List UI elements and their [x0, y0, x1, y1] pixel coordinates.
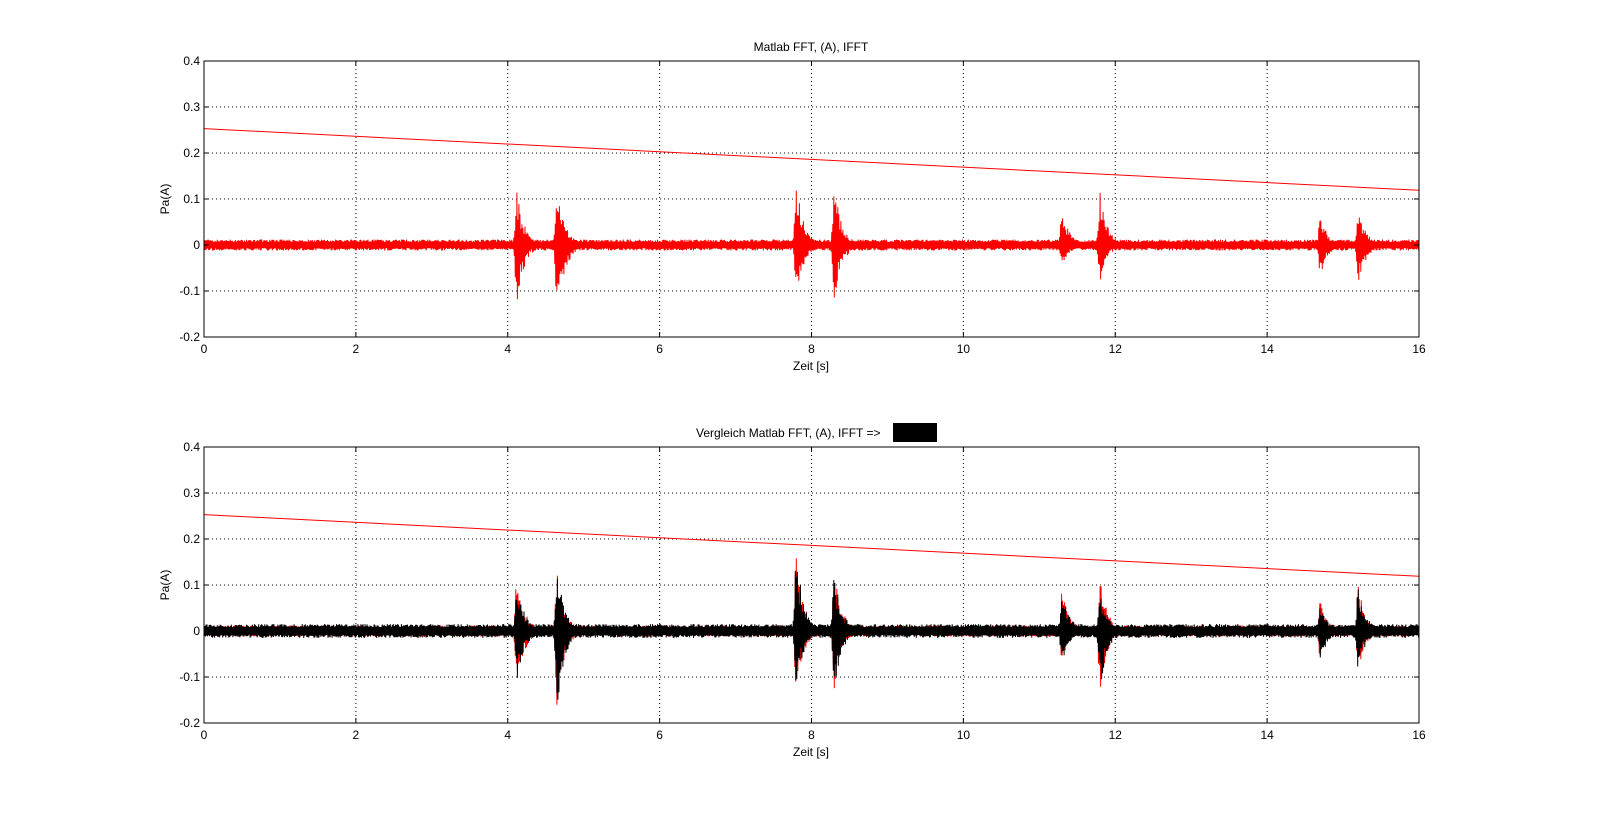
x-axis-label-bottom: Zeit [s] — [793, 745, 829, 759]
x-tick-label: 4 — [504, 342, 511, 356]
x-tick-label: 14 — [1260, 728, 1274, 742]
y-tick-label: 0.4 — [183, 54, 200, 68]
x-tick-label: 16 — [1412, 342, 1426, 356]
subplot-bottom: 0 2 4 6 8 10 12 14 16 -0.2 -0.1 0 0.1 0.2 0.3 0.4 Verg… — [158, 423, 1426, 759]
y-tick-label: -0.2 — [179, 716, 200, 730]
x-tick-label: 16 — [1412, 728, 1426, 742]
y-tick-label: -0.2 — [179, 330, 200, 344]
signal-series-top-red — [203, 190, 1420, 300]
x-axis-label-top: Zeit [s] — [793, 359, 829, 373]
x-tick-label: 10 — [957, 728, 971, 742]
y-axis-label-top: Pa(A) — [158, 184, 172, 215]
y-tick-label: 0 — [193, 238, 200, 252]
y-tick-label: 0.3 — [183, 486, 200, 500]
y-tick-labels-top: -0.2 -0.1 0 0.1 0.2 0.3 0.4 — [179, 54, 200, 344]
y-axis-label-bottom: Pa(A) — [158, 570, 172, 601]
series-top — [203, 128, 1420, 300]
x-tick-label: 10 — [957, 342, 971, 356]
y-tick-label: -0.1 — [179, 670, 200, 684]
x-tick-label: 6 — [656, 342, 663, 356]
signal-series-bottom-black — [203, 570, 1420, 700]
title-redaction-box — [893, 423, 937, 442]
y-tick-labels-bottom: -0.2 -0.1 0 0.1 0.2 0.3 0.4 — [179, 440, 200, 730]
x-tick-label: 8 — [808, 342, 815, 356]
chart-title-top: Matlab FFT, (A), IFFT — [754, 40, 869, 54]
x-tick-labels-top: 0 2 4 6 8 10 12 14 16 — [201, 342, 1426, 356]
x-tick-label: 4 — [504, 728, 511, 742]
y-tick-label: -0.1 — [179, 284, 200, 298]
x-tick-label: 12 — [1109, 728, 1123, 742]
x-tick-label: 2 — [353, 342, 360, 356]
y-tick-label: 0.3 — [183, 100, 200, 114]
y-tick-label: 0.4 — [183, 440, 200, 454]
y-tick-label: 0.1 — [183, 192, 200, 206]
x-tick-label: 14 — [1260, 342, 1274, 356]
x-tick-label: 0 — [201, 728, 208, 742]
y-tick-label: 0 — [193, 624, 200, 638]
x-tick-label: 2 — [353, 728, 360, 742]
y-tick-label: 0.2 — [183, 146, 200, 160]
trend-line-bottom — [203, 514, 1420, 577]
ticks-bottom — [203, 446, 1420, 724]
y-tick-label: 0.2 — [183, 532, 200, 546]
x-tick-label: 6 — [656, 728, 663, 742]
x-tick-labels-bottom: 0 2 4 6 8 10 12 14 16 — [201, 728, 1426, 742]
y-tick-label: 0.1 — [183, 578, 200, 592]
trend-line-top — [203, 128, 1420, 191]
x-tick-label: 0 — [201, 342, 208, 356]
subplot-top: 0 2 4 6 8 10 12 14 16 -0.2 -0.1 0 0.1 0.2 0.3 0.4 Matl… — [158, 40, 1426, 373]
x-tick-label: 12 — [1109, 342, 1123, 356]
chart-title-bottom: Vergleich Matlab FFT, (A), IFFT => — [696, 426, 881, 440]
ticks-top — [203, 60, 1420, 338]
series-bottom — [203, 514, 1420, 705]
x-tick-label: 8 — [808, 728, 815, 742]
